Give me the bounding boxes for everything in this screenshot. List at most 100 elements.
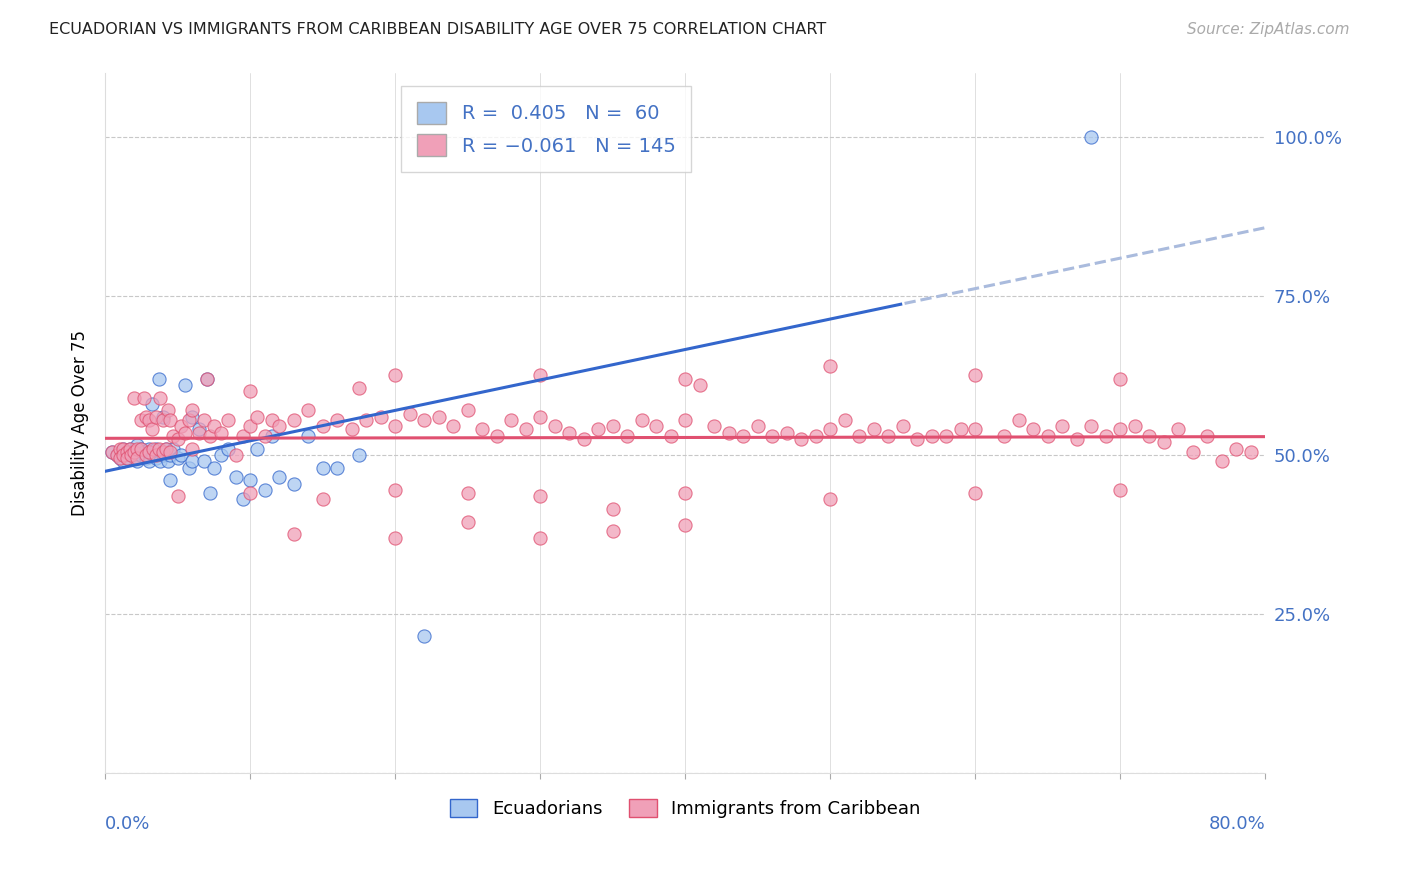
Point bbox=[246, 442, 269, 456]
Point bbox=[515, 422, 537, 436]
Point bbox=[253, 429, 276, 443]
Point bbox=[283, 527, 305, 541]
Point bbox=[820, 422, 842, 436]
Point bbox=[179, 413, 201, 427]
Point bbox=[181, 403, 204, 417]
Point bbox=[1153, 435, 1175, 450]
Y-axis label: Disability Age Over 75: Disability Age Over 75 bbox=[72, 330, 89, 516]
Point bbox=[159, 413, 181, 427]
Point bbox=[155, 442, 177, 456]
Point bbox=[202, 419, 225, 434]
Point bbox=[105, 448, 128, 462]
Point bbox=[1109, 371, 1132, 385]
Point bbox=[122, 448, 145, 462]
Point bbox=[134, 444, 156, 458]
Point bbox=[156, 403, 179, 417]
Point bbox=[135, 409, 157, 424]
Point bbox=[297, 429, 319, 443]
Point bbox=[131, 442, 153, 456]
Point bbox=[141, 422, 163, 436]
Point bbox=[169, 448, 191, 462]
Point bbox=[703, 419, 725, 434]
Point bbox=[1109, 422, 1132, 436]
Point bbox=[122, 444, 145, 458]
Point bbox=[209, 448, 232, 462]
Point bbox=[588, 422, 610, 436]
Point bbox=[761, 429, 783, 443]
Point bbox=[152, 413, 174, 427]
Point bbox=[602, 502, 624, 516]
Point bbox=[118, 442, 141, 456]
Point bbox=[135, 448, 157, 462]
Point bbox=[159, 474, 181, 488]
Point bbox=[1197, 429, 1219, 443]
Point bbox=[457, 403, 479, 417]
Point bbox=[312, 460, 335, 475]
Point bbox=[218, 442, 240, 456]
Point bbox=[457, 515, 479, 529]
Point bbox=[232, 429, 254, 443]
Point bbox=[413, 413, 436, 427]
Point bbox=[118, 442, 141, 456]
Point bbox=[269, 419, 291, 434]
Point bbox=[138, 442, 160, 456]
Point bbox=[159, 444, 181, 458]
Point bbox=[457, 486, 479, 500]
Point bbox=[602, 419, 624, 434]
Point bbox=[529, 531, 551, 545]
Point bbox=[384, 531, 406, 545]
Point bbox=[384, 483, 406, 497]
Point bbox=[747, 419, 769, 434]
Point bbox=[326, 460, 349, 475]
Point bbox=[111, 442, 134, 456]
Point bbox=[181, 409, 204, 424]
Point bbox=[181, 454, 204, 468]
Point bbox=[162, 442, 184, 456]
Point bbox=[105, 448, 128, 462]
Point bbox=[347, 381, 370, 395]
Point bbox=[166, 432, 188, 446]
Point bbox=[1036, 429, 1059, 443]
Point bbox=[413, 629, 436, 643]
Point bbox=[1211, 454, 1233, 468]
Point bbox=[659, 429, 682, 443]
Text: Source: ZipAtlas.com: Source: ZipAtlas.com bbox=[1187, 22, 1350, 37]
Point bbox=[141, 397, 163, 411]
Point bbox=[131, 413, 153, 427]
Point bbox=[122, 391, 145, 405]
Point bbox=[127, 438, 149, 452]
Point bbox=[115, 451, 138, 466]
Point bbox=[921, 429, 943, 443]
Point bbox=[1240, 444, 1263, 458]
Point bbox=[398, 407, 420, 421]
Point bbox=[152, 444, 174, 458]
Point bbox=[804, 429, 827, 443]
Point bbox=[260, 429, 283, 443]
Point bbox=[485, 429, 508, 443]
Point bbox=[169, 419, 191, 434]
Point bbox=[427, 409, 450, 424]
Point bbox=[1080, 129, 1102, 144]
Point bbox=[162, 429, 184, 443]
Point bbox=[152, 409, 174, 424]
Point bbox=[239, 486, 262, 500]
Point bbox=[340, 422, 363, 436]
Point bbox=[115, 444, 138, 458]
Point bbox=[166, 451, 188, 466]
Point bbox=[863, 422, 886, 436]
Point bbox=[122, 444, 145, 458]
Point bbox=[174, 425, 197, 440]
Point bbox=[193, 413, 215, 427]
Point bbox=[148, 371, 170, 385]
Point bbox=[142, 442, 165, 456]
Legend: R =  0.405   N =  60, R = −0.061   N = 145: R = 0.405 N = 60, R = −0.061 N = 145 bbox=[401, 87, 690, 172]
Point bbox=[384, 368, 406, 383]
Point bbox=[159, 448, 181, 462]
Point bbox=[717, 425, 740, 440]
Point bbox=[120, 448, 142, 462]
Point bbox=[138, 444, 160, 458]
Point bbox=[142, 448, 165, 462]
Point bbox=[115, 451, 138, 466]
Point bbox=[935, 429, 957, 443]
Point bbox=[111, 448, 134, 462]
